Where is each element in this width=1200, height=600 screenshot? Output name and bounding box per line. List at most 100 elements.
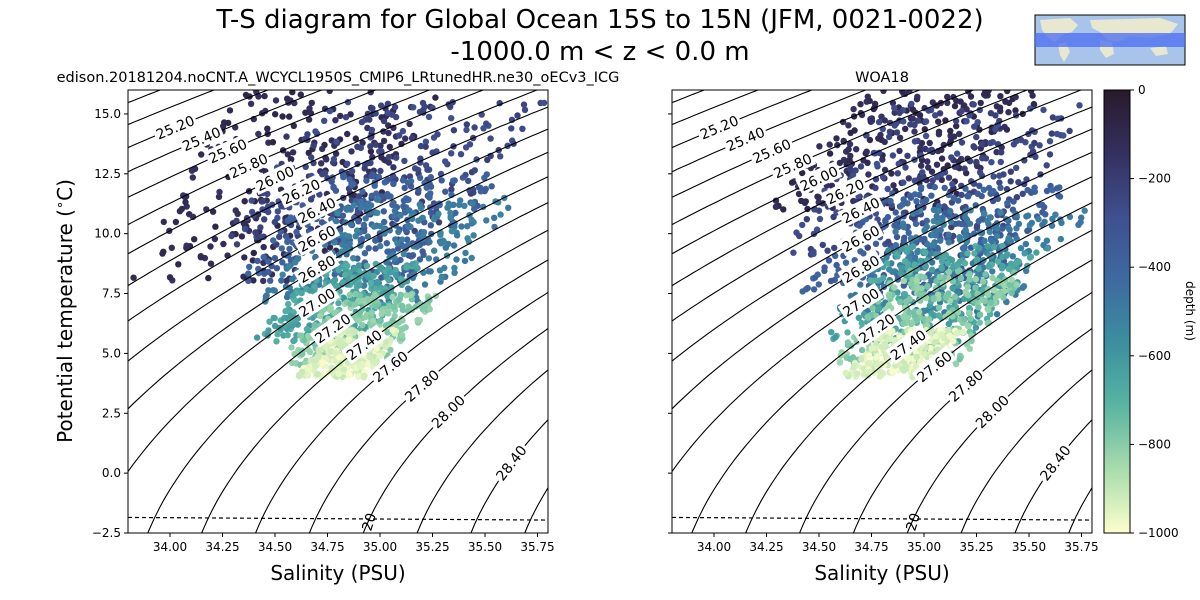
scatter-point [900, 313, 907, 320]
scatter-point [970, 143, 977, 150]
scatter-point [979, 155, 986, 162]
scatter-point [916, 290, 923, 298]
scatter-point [884, 356, 891, 363]
scatter-point [935, 304, 943, 311]
scatter-point [386, 143, 393, 151]
scatter-point [384, 190, 391, 198]
scatter-point [916, 345, 924, 353]
scatter-point [333, 138, 340, 145]
scatter-point [966, 304, 973, 312]
scatter-point [869, 305, 876, 312]
scatter-point [431, 247, 438, 254]
scatter-point [974, 119, 981, 126]
scatter-point [815, 281, 822, 288]
scatter-point [916, 174, 923, 182]
scatter-point [976, 182, 983, 189]
scatter-point [799, 221, 806, 229]
scatter-point [398, 236, 406, 243]
scatter-point [999, 262, 1006, 269]
scatter-point [254, 257, 261, 265]
density-contour [672, 106, 1092, 322]
scatter-point [993, 232, 1001, 240]
scatter-point [1024, 227, 1031, 235]
scatter-point [847, 129, 854, 137]
scatter-point [255, 130, 262, 138]
density-contour [960, 369, 1092, 533]
scatter-point [864, 159, 871, 166]
scatter-point [447, 215, 454, 222]
scatter-point [340, 173, 348, 180]
scatter-point [270, 314, 277, 322]
scatter-points [772, 90, 1088, 381]
scatter-point [233, 217, 240, 224]
scatter-point [945, 174, 953, 181]
scatter-point [360, 221, 368, 229]
scatter-point [212, 223, 219, 230]
scatter-point [407, 178, 415, 185]
scatter-point [305, 372, 312, 379]
scatter-point [264, 125, 271, 132]
scatter-point [853, 146, 860, 153]
scatter-point [380, 208, 387, 215]
scatter-point [863, 98, 870, 105]
scatter-point [930, 295, 937, 302]
scatter-point [323, 156, 330, 163]
density-contour [672, 176, 1092, 472]
scatter-point [271, 254, 279, 262]
scatter-point [390, 124, 397, 131]
density-contour [147, 202, 548, 533]
y-tick-label: 7.5 [102, 287, 121, 301]
scatter-point [448, 115, 455, 122]
scatter-point [921, 350, 928, 358]
scatter-point [378, 102, 385, 109]
y-tick-label: 0.0 [102, 466, 121, 480]
density-contour [672, 90, 1029, 255]
scatter-point [399, 177, 407, 184]
scatter-point [399, 127, 407, 135]
scatter-point [1019, 190, 1026, 197]
scatter-point [364, 361, 371, 368]
scatter-point [956, 130, 963, 138]
scatter-point [967, 315, 974, 322]
scatter-point [233, 241, 241, 248]
scatter-point [914, 249, 921, 256]
scatter-point [932, 112, 939, 119]
scatter-point [1017, 245, 1025, 252]
scatter-point [427, 209, 435, 216]
scatter-point [355, 218, 362, 225]
scatter-point [1039, 221, 1046, 229]
scatter-point [889, 152, 897, 159]
scatter-point [919, 169, 926, 176]
scatter-point [899, 90, 906, 95]
scatter-point [888, 170, 895, 177]
scatter-point [491, 214, 498, 221]
scatter-point [286, 263, 293, 270]
scatter-point [459, 174, 467, 181]
density-contour [672, 151, 1092, 410]
scatter-point [1034, 235, 1041, 243]
scatter-point [905, 229, 912, 236]
scatter-point [955, 268, 962, 275]
scatter-point [891, 284, 898, 291]
scatter-point [437, 240, 445, 247]
scatter-point [966, 309, 973, 316]
scatter-point [951, 293, 959, 301]
scatter-point [359, 321, 366, 329]
scatter-point [435, 219, 443, 226]
scatter-point [408, 253, 415, 260]
scatter-point [291, 337, 298, 344]
scatter-point [348, 181, 355, 189]
scatter-point [1007, 178, 1014, 185]
scatter-point [387, 269, 394, 276]
scatter-point [828, 329, 835, 336]
scatter-point [885, 133, 893, 141]
scatter-point [901, 234, 908, 241]
scatter-point [425, 113, 433, 121]
scatter-point [863, 148, 870, 155]
scatter-point [881, 138, 888, 146]
scatter-point [468, 254, 475, 262]
scatter-point [847, 166, 854, 173]
scatter-point [1066, 213, 1074, 220]
scatter-point [345, 233, 353, 240]
scatter-point [949, 285, 957, 292]
